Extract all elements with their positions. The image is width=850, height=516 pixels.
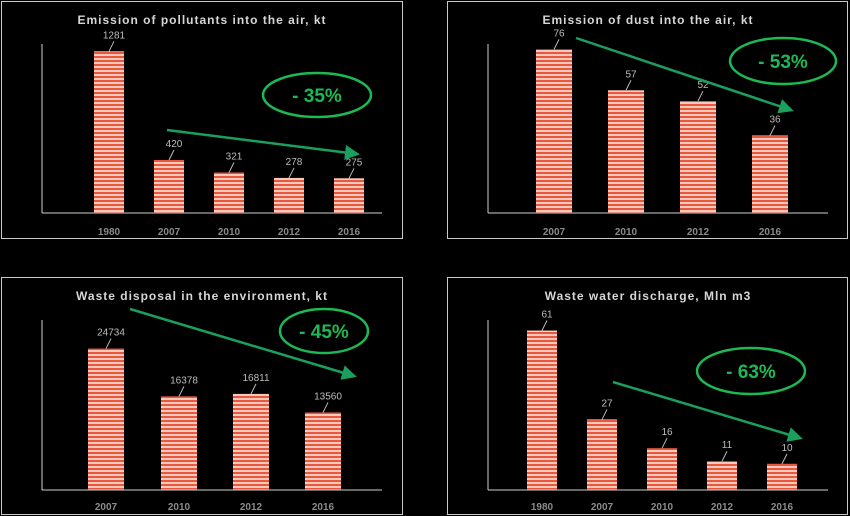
x-tick-label: 2012 — [711, 502, 734, 513]
x-tick-label: 1980 — [98, 227, 121, 238]
x-tick-label: 2007 — [543, 227, 566, 238]
data-label: 275 — [346, 157, 363, 168]
data-label-leader — [228, 162, 235, 173]
chart-svg-waste-water: Waste water discharge, Mln m3 61 27 16 11 10… — [487, 289, 828, 513]
chart-svg-dust: Emission of dust into the air, kt 76 57 52… — [487, 13, 838, 238]
x-tick-label: 2007 — [95, 502, 118, 513]
chart-title: Emission of pollutants into the air, kt — [77, 13, 326, 27]
data-label: 52 — [697, 80, 709, 91]
data-label: 36 — [769, 114, 781, 125]
x-tick-label: 2007 — [158, 227, 181, 238]
bar-2012 — [274, 177, 304, 213]
data-label-leader — [601, 409, 608, 420]
data-label: 16378 — [170, 375, 198, 386]
x-tick-label: 2016 — [312, 502, 335, 513]
x-tick-label: 2012 — [240, 502, 263, 513]
x-tick-label: 2007 — [591, 502, 614, 513]
chart-panel-waste-water: Waste water discharge, Mln m3 61 27 16 11 10… — [447, 277, 848, 515]
bar-2010 — [214, 172, 244, 213]
data-label: 16 — [661, 427, 673, 438]
trend-arrow — [575, 36, 794, 114]
percent-change-label: - 53% — [758, 52, 808, 73]
bar-2007 — [88, 348, 124, 490]
bar-2010 — [608, 90, 644, 213]
data-label-leader — [697, 90, 704, 102]
data-label: 16811 — [242, 373, 270, 384]
x-tick-label: 2010 — [615, 227, 638, 238]
percent-badge — [695, 346, 807, 396]
percent-change-label: - 35% — [292, 86, 342, 107]
data-label-leader — [108, 41, 115, 52]
trend-arrow — [612, 380, 803, 442]
data-label-leader — [250, 383, 257, 395]
bar-2012 — [707, 461, 737, 490]
chart-title: Waste disposal in the environment, kt — [76, 289, 328, 303]
bar-2010 — [161, 396, 197, 490]
x-tick-label: 2012 — [278, 227, 301, 238]
data-label-leader — [105, 338, 112, 349]
data-label-leader — [348, 168, 355, 179]
x-tick-label: 2016 — [759, 227, 782, 238]
data-label-leader — [168, 149, 175, 161]
chart-panel-pollutants: Emission of pollutants into the air, kt … — [1, 1, 403, 239]
data-label-leader — [781, 453, 788, 465]
data-label: 61 — [541, 310, 553, 321]
x-tick-label: 2010 — [651, 502, 674, 513]
data-label-leader — [721, 451, 728, 462]
trend-arrow — [166, 128, 360, 160]
x-tick-label: 1980 — [531, 502, 554, 513]
bar-2012 — [680, 101, 716, 213]
data-label-leader — [553, 39, 560, 50]
chart-svg-pollutants: Emission of pollutants into the air, kt … — [41, 13, 382, 238]
percent-change-label: - 63% — [726, 362, 776, 383]
data-label-leader — [322, 402, 329, 413]
bar-1980 — [527, 330, 557, 490]
x-tick-label: 2012 — [687, 227, 710, 238]
data-label: 11 — [722, 440, 733, 451]
data-label: 27 — [601, 398, 613, 409]
trend-arrow — [129, 307, 357, 380]
data-label-leader — [288, 167, 295, 179]
bar-2010 — [647, 448, 677, 490]
x-tick-label: 2010 — [218, 227, 241, 238]
bar-2007 — [587, 419, 617, 490]
data-label: 76 — [553, 28, 565, 39]
data-label-leader — [541, 320, 548, 331]
data-label: 57 — [625, 69, 637, 80]
bar-2007 — [536, 49, 572, 214]
data-label: 1281 — [103, 30, 126, 41]
data-label-leader — [661, 437, 668, 449]
data-label-leader — [769, 125, 776, 136]
data-label: 321 — [226, 151, 243, 162]
bar-2007 — [154, 159, 184, 213]
data-label: 278 — [286, 157, 303, 168]
chart-title: Waste water discharge, Mln m3 — [545, 289, 752, 303]
percent-change-label: - 45% — [299, 322, 349, 343]
bar-2016 — [305, 412, 341, 490]
data-label-leader — [178, 386, 185, 397]
chart-panel-dust: Emission of dust into the air, kt 76 57 52… — [447, 1, 848, 239]
data-label: 24734 — [97, 328, 125, 339]
chart-title: Emission of dust into the air, kt — [542, 13, 753, 27]
chart-panel-waste-disposal: Waste disposal in the environment, kt 24… — [1, 277, 403, 515]
x-tick-label: 2016 — [771, 502, 794, 513]
bar-2016 — [767, 463, 797, 490]
data-label: 420 — [166, 139, 183, 150]
percent-badge — [261, 71, 373, 119]
bar-2012 — [233, 393, 269, 490]
percent-badge — [278, 307, 370, 355]
data-label: 13560 — [314, 391, 342, 402]
percent-badge — [728, 36, 838, 86]
bar-1980 — [94, 51, 124, 213]
bar-2016 — [334, 178, 364, 213]
bar-2016 — [752, 135, 788, 213]
x-tick-label: 2016 — [338, 227, 361, 238]
chart-svg-waste-disposal: Waste disposal in the environment, kt 24… — [41, 289, 382, 513]
x-tick-label: 2010 — [168, 502, 191, 513]
data-label: 10 — [781, 443, 793, 454]
data-label-leader — [625, 80, 632, 91]
